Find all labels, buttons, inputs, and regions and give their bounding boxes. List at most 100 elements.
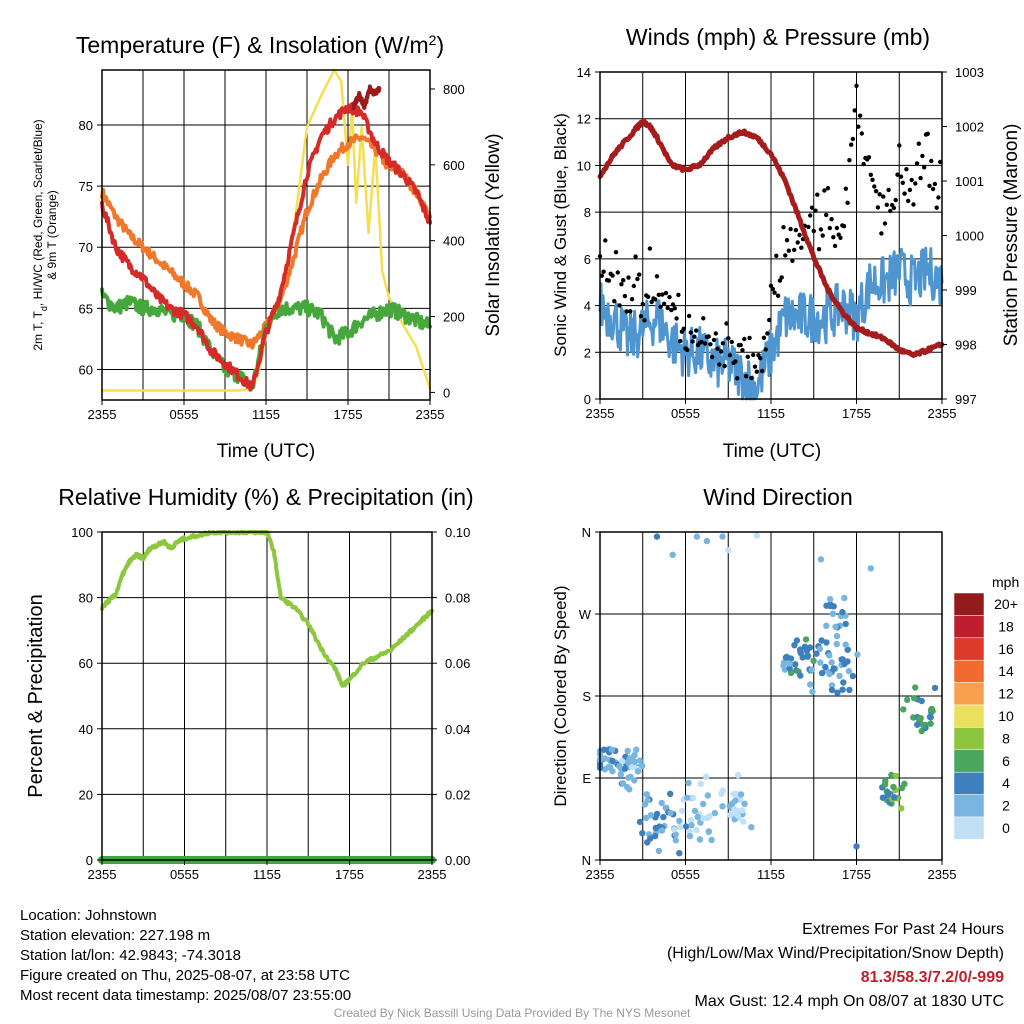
direction-point: [844, 646, 851, 653]
wind-ytick-label: 0: [584, 392, 591, 407]
rh-title: Relative Humidity (%) & Precipitation (i…: [58, 484, 473, 510]
direction-point: [802, 636, 810, 643]
gust-point: [733, 359, 738, 364]
pressure-line: [597, 118, 945, 358]
legend-swatch: [953, 749, 985, 773]
gust-point: [735, 376, 740, 381]
gust-point: [653, 297, 658, 302]
legend-label: 6: [1002, 753, 1010, 769]
direction-point: [641, 801, 649, 808]
gust-point: [872, 184, 877, 189]
gust-point: [638, 314, 644, 319]
gust-point: [754, 369, 759, 374]
direction-point: [840, 679, 847, 686]
gust-point: [637, 272, 642, 277]
direction-point: [834, 689, 841, 696]
gust-point: [930, 186, 936, 192]
gust-point: [825, 186, 831, 191]
rh-ytick-label: 80: [79, 591, 93, 606]
legend-label: 14: [998, 663, 1014, 679]
gust-point: [777, 278, 783, 283]
gust-point: [708, 342, 713, 347]
gust-point: [902, 191, 907, 196]
gust-point: [759, 368, 765, 374]
direction-point: [687, 816, 695, 824]
legend-label: 4: [1002, 775, 1010, 791]
direction-point: [842, 620, 849, 628]
direction-point: [838, 656, 845, 663]
gust-point: [918, 175, 923, 181]
extremes-title: Extremes For Past 24 Hours: [802, 921, 1004, 938]
gust-point: [740, 348, 745, 353]
gust-point: [645, 294, 651, 299]
direction-point: [748, 824, 755, 831]
legend-label: 16: [998, 641, 1014, 657]
direction-point: [927, 720, 934, 727]
gust-point: [681, 326, 686, 331]
gust-point: [649, 299, 654, 305]
direction-point: [605, 763, 612, 771]
direction-point: [653, 810, 661, 818]
direction-point: [892, 772, 900, 780]
direction-point: [841, 594, 848, 602]
direction-point: [828, 686, 836, 694]
dir-xtick-label: 0555: [671, 867, 700, 882]
direction-point: [703, 773, 710, 780]
direction-point: [639, 830, 646, 837]
gust-point: [881, 194, 886, 199]
gust-point: [633, 254, 638, 259]
direction-point: [826, 670, 833, 678]
gust-point: [797, 232, 802, 238]
temp-y2label: Solar Insolation (Yellow): [483, 133, 504, 336]
gust-point: [820, 233, 825, 238]
direction-point: [786, 664, 793, 672]
gust-point: [747, 335, 752, 341]
direction-point: [918, 697, 925, 705]
direction-point: [898, 805, 905, 812]
direction-point: [682, 823, 690, 830]
direction-point: [616, 763, 623, 770]
gust-point: [603, 238, 608, 243]
gust-point: [916, 141, 921, 146]
direction-point: [643, 814, 650, 822]
gust-point: [647, 246, 653, 251]
gust-point: [799, 245, 804, 250]
gust-point: [904, 167, 909, 172]
gust-point: [727, 353, 733, 358]
direction-point: [685, 779, 692, 787]
latlon-text: Station lat/lon: 42.9843; -74.3018: [20, 947, 242, 964]
gust-point: [713, 331, 718, 336]
direction-point: [732, 797, 739, 804]
gust-point: [868, 172, 873, 177]
gust-point: [932, 181, 938, 187]
direction-point: [854, 651, 861, 658]
temp-xtick-label: 0555: [170, 407, 199, 422]
gust-point: [906, 198, 911, 204]
direction-point: [631, 752, 638, 759]
gust-point: [765, 331, 770, 336]
direction-point: [608, 746, 616, 753]
wind-panel: 2355 0555 1155 1755 235502468101214997998999…: [551, 24, 1022, 462]
wind-ylabel: Sonic Wind & Gust (Blue, Black): [551, 113, 570, 357]
legend-label: 2: [1002, 798, 1010, 814]
gust-point: [706, 334, 711, 339]
gust-point: [678, 338, 683, 344]
temp-title: Temperature (F) & Insolation (W/m2): [76, 32, 444, 58]
gust-point: [724, 321, 729, 326]
direction-point: [626, 755, 633, 762]
gust-point: [676, 292, 681, 298]
gust-point: [850, 136, 856, 142]
location-text: Location: Johnstown: [20, 907, 157, 924]
direction-point: [836, 672, 843, 680]
direction-point: [823, 622, 830, 629]
direction-point: [740, 818, 747, 825]
direction-point: [676, 817, 683, 825]
dewpoint-line: [100, 287, 432, 391]
gust-point: [763, 347, 768, 352]
gust-point: [884, 202, 889, 207]
gust-point: [816, 247, 822, 252]
direction-point: [711, 809, 718, 817]
gust-point: [822, 188, 827, 193]
